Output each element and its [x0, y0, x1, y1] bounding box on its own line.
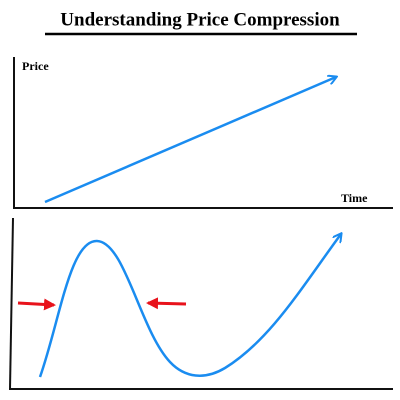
compression-arrow	[17, 298, 56, 311]
y-axis	[9, 217, 14, 390]
trend-arrow	[44, 77, 336, 204]
title: Understanding Price Compression	[60, 9, 340, 30]
x-axis-label: Time	[341, 191, 368, 205]
price-curve	[38, 234, 341, 378]
y-axis-label: Price	[22, 59, 49, 73]
compression-arrow	[146, 297, 187, 310]
